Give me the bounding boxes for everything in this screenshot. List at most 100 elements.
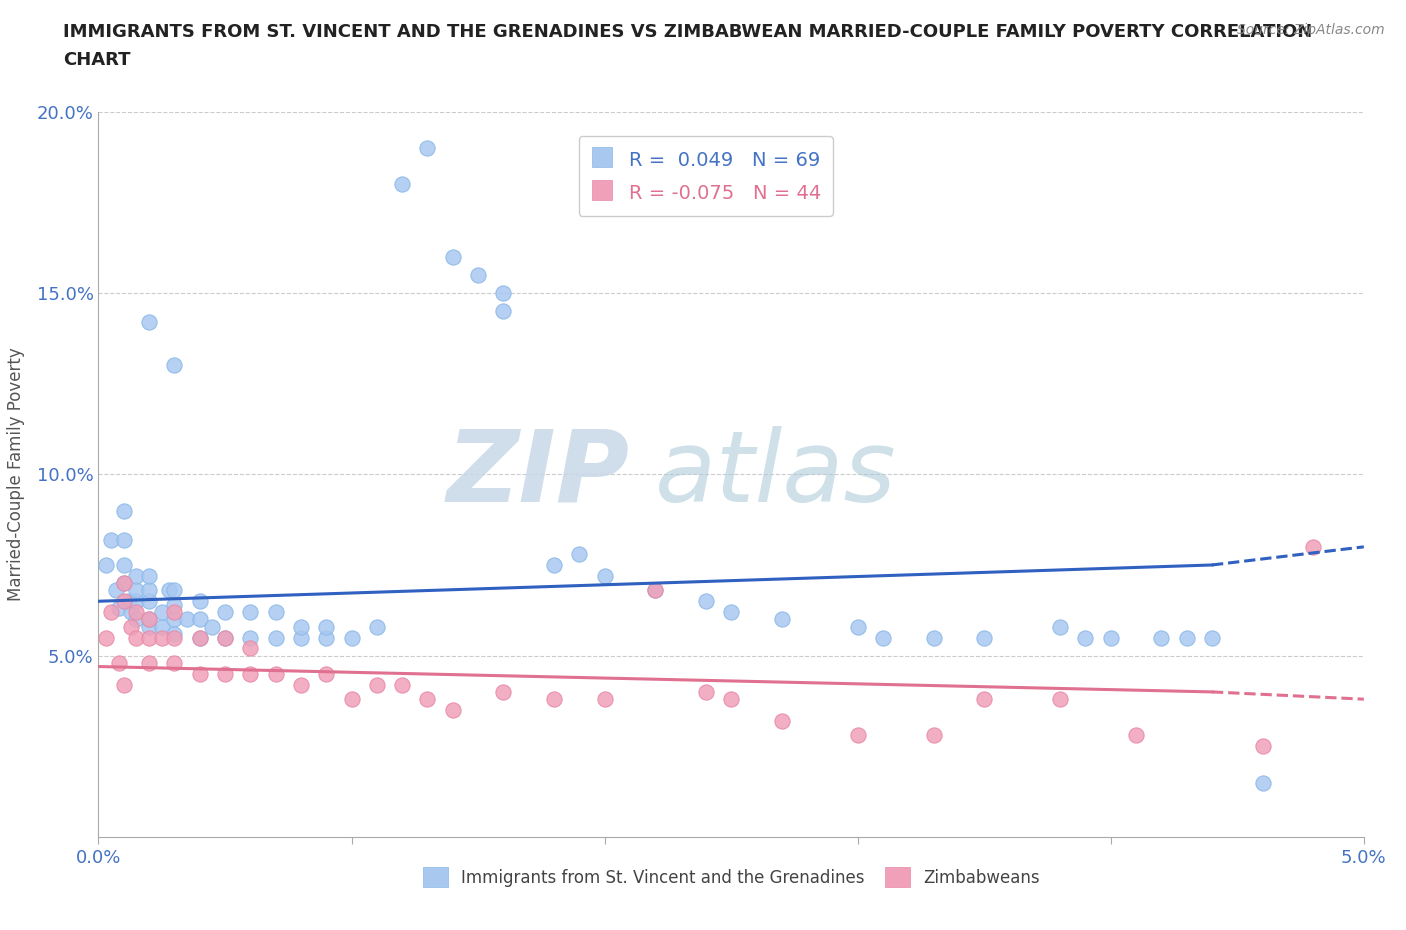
Point — [264, 631, 287, 645]
Point — [441, 249, 464, 264]
Point — [340, 631, 363, 645]
Point — [112, 532, 135, 547]
Point — [1251, 738, 1274, 753]
Point — [770, 713, 793, 728]
Point — [846, 728, 869, 743]
Text: Source: ZipAtlas.com: Source: ZipAtlas.com — [1237, 23, 1385, 37]
Point — [239, 604, 262, 619]
Point — [107, 656, 129, 671]
Point — [163, 612, 186, 627]
Point — [201, 619, 224, 634]
Point — [290, 631, 312, 645]
Point — [644, 583, 666, 598]
Point — [1175, 631, 1198, 645]
Point — [112, 576, 135, 591]
Point — [150, 631, 173, 645]
Point — [188, 631, 211, 645]
Point — [138, 583, 160, 598]
Point — [112, 558, 135, 573]
Point — [176, 612, 198, 627]
Point — [118, 594, 141, 609]
Point — [872, 631, 894, 645]
Point — [770, 612, 793, 627]
Point — [125, 594, 148, 609]
Text: CHART: CHART — [63, 51, 131, 69]
Point — [125, 583, 148, 598]
Point — [239, 641, 262, 656]
Point — [593, 568, 616, 583]
Point — [391, 177, 413, 192]
Point — [1251, 776, 1274, 790]
Point — [138, 612, 160, 627]
Point — [138, 631, 160, 645]
Point — [467, 268, 489, 283]
Legend: Immigrants from St. Vincent and the Grenadines, Zimbabweans: Immigrants from St. Vincent and the Gren… — [416, 860, 1046, 894]
Point — [163, 597, 186, 612]
Point — [366, 619, 388, 634]
Point — [543, 558, 565, 573]
Point — [1049, 692, 1071, 707]
Point — [492, 303, 515, 318]
Point — [150, 619, 173, 634]
Point — [138, 656, 160, 671]
Y-axis label: Married-Couple Family Poverty: Married-Couple Family Poverty — [7, 348, 25, 601]
Point — [973, 692, 995, 707]
Point — [100, 532, 122, 547]
Point — [138, 612, 160, 627]
Point — [1201, 631, 1223, 645]
Point — [125, 568, 148, 583]
Point — [138, 594, 160, 609]
Point — [846, 619, 869, 634]
Point — [239, 631, 262, 645]
Point — [644, 583, 666, 598]
Point — [163, 656, 186, 671]
Point — [1074, 631, 1097, 645]
Point — [695, 684, 717, 699]
Point — [94, 631, 117, 645]
Point — [120, 604, 142, 619]
Point — [163, 627, 186, 642]
Point — [290, 619, 312, 634]
Point — [112, 677, 135, 692]
Point — [150, 604, 173, 619]
Point — [568, 547, 591, 562]
Point — [720, 692, 742, 707]
Point — [315, 631, 337, 645]
Point — [163, 583, 186, 598]
Point — [157, 583, 180, 598]
Point — [94, 558, 117, 573]
Point — [188, 612, 211, 627]
Point — [973, 631, 995, 645]
Point — [112, 576, 135, 591]
Text: IMMIGRANTS FROM ST. VINCENT AND THE GRENADINES VS ZIMBABWEAN MARRIED-COUPLE FAMI: IMMIGRANTS FROM ST. VINCENT AND THE GREN… — [63, 23, 1313, 41]
Point — [290, 677, 312, 692]
Point — [1302, 539, 1324, 554]
Point — [695, 594, 717, 609]
Point — [1150, 631, 1173, 645]
Point — [214, 631, 236, 645]
Point — [125, 612, 148, 627]
Point — [163, 604, 186, 619]
Point — [239, 667, 262, 682]
Point — [138, 619, 160, 634]
Point — [922, 631, 945, 645]
Point — [188, 631, 211, 645]
Point — [138, 314, 160, 329]
Point — [416, 692, 439, 707]
Point — [163, 631, 186, 645]
Point — [163, 358, 186, 373]
Point — [315, 619, 337, 634]
Point — [366, 677, 388, 692]
Point — [340, 692, 363, 707]
Point — [112, 594, 135, 609]
Point — [1099, 631, 1122, 645]
Point — [264, 667, 287, 682]
Text: ZIP: ZIP — [447, 426, 630, 523]
Point — [105, 583, 128, 598]
Point — [264, 604, 287, 619]
Point — [188, 594, 211, 609]
Point — [100, 604, 122, 619]
Point — [391, 677, 413, 692]
Point — [1125, 728, 1147, 743]
Point — [720, 604, 742, 619]
